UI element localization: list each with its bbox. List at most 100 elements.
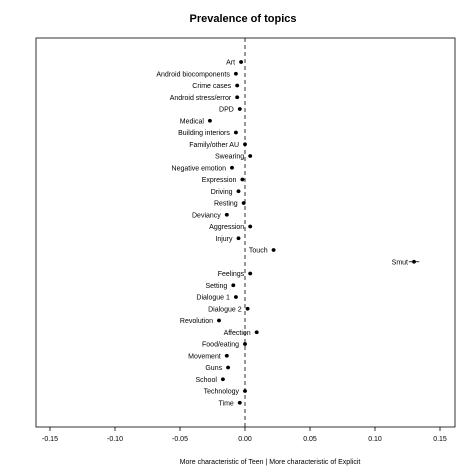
data-point bbox=[231, 283, 236, 288]
x-tick-label: 0.00 bbox=[238, 436, 252, 443]
x-tick-label: 0.15 bbox=[433, 436, 447, 443]
point-label: Expression bbox=[202, 177, 237, 184]
point-label: Dialogue 2 bbox=[208, 306, 242, 313]
data-point-group: Aggression bbox=[209, 224, 253, 231]
point-label: Technology bbox=[204, 389, 240, 396]
data-point-group: Guns bbox=[205, 365, 231, 372]
x-tick-label: 0.05 bbox=[303, 436, 317, 443]
data-point-group: Expression bbox=[202, 177, 245, 184]
data-point bbox=[241, 201, 246, 205]
data-point bbox=[236, 189, 241, 194]
data-point bbox=[245, 306, 250, 311]
data-point bbox=[243, 142, 247, 147]
point-label: Negative emotion bbox=[172, 165, 227, 172]
x-tick-label: -0.15 bbox=[42, 436, 58, 443]
data-point bbox=[237, 400, 242, 405]
data-point-group: Smut bbox=[392, 259, 420, 266]
chart-title: Prevalence of topics bbox=[190, 13, 297, 25]
point-label: Injury bbox=[215, 236, 233, 243]
point-label: School bbox=[195, 377, 217, 384]
data-point-group: Time bbox=[219, 400, 242, 407]
data-point-group: Technology bbox=[204, 389, 247, 396]
data-point-group: Feelings bbox=[218, 271, 253, 278]
data-point-group: Family/other AU bbox=[189, 142, 247, 149]
data-point bbox=[235, 95, 240, 100]
data-point bbox=[239, 60, 244, 64]
point-label: Driving bbox=[211, 189, 233, 196]
point-label: Movement bbox=[188, 353, 221, 360]
data-point-group: Revolution bbox=[180, 318, 221, 325]
point-label: Smut bbox=[392, 259, 408, 266]
data-point-group: Movement bbox=[188, 353, 229, 360]
point-label: Building interiors bbox=[178, 130, 230, 137]
x-tick-label: -0.10 bbox=[107, 436, 123, 443]
data-point bbox=[248, 224, 253, 229]
data-point bbox=[221, 377, 225, 382]
point-label: Resting bbox=[214, 201, 238, 208]
data-point bbox=[248, 271, 253, 276]
point-label: DPD bbox=[219, 107, 234, 114]
data-point bbox=[234, 71, 238, 76]
data-point-group: Art bbox=[226, 60, 244, 67]
data-point-group: Dialogue 2 bbox=[208, 306, 250, 313]
data-point bbox=[236, 236, 241, 241]
data-point-group: Injury bbox=[215, 236, 241, 243]
data-point-group: Affection bbox=[224, 330, 259, 337]
data-point-group: Food/eating bbox=[202, 342, 247, 349]
data-point bbox=[271, 248, 276, 252]
data-point-group: Resting bbox=[214, 201, 246, 208]
data-point-group: Deviancy bbox=[192, 212, 229, 219]
data-point-group: Driving bbox=[211, 189, 241, 196]
plot-frame bbox=[35, 37, 456, 428]
x-axis-label: More characteristic of Teen | More chara… bbox=[180, 459, 361, 466]
data-point-group: Building interiors bbox=[178, 130, 238, 137]
x-tick-label: -0.05 bbox=[172, 436, 188, 443]
data-point-group: Crime cases bbox=[192, 83, 240, 90]
data-point-group: Android stress/error bbox=[170, 95, 240, 102]
point-label: Android biocomponents bbox=[156, 71, 230, 78]
point-label: Swearing bbox=[215, 154, 244, 161]
point-label: Family/other AU bbox=[189, 142, 239, 149]
data-point-group: DPD bbox=[219, 107, 242, 114]
data-point-group: Android biocomponents bbox=[156, 71, 238, 78]
data-point bbox=[234, 130, 238, 135]
data-point-group: Dialogue 1 bbox=[196, 295, 238, 302]
data-point bbox=[254, 330, 259, 335]
point-label: Time bbox=[219, 400, 234, 407]
data-point bbox=[243, 342, 247, 346]
data-point bbox=[224, 212, 229, 217]
data-point bbox=[243, 389, 247, 393]
data-points: Art Android biocomponents Crime cases Andro… bbox=[156, 60, 420, 407]
point-label: Medical bbox=[180, 118, 205, 125]
data-point-group: Swearing bbox=[215, 154, 253, 161]
point-label: Guns bbox=[205, 365, 222, 372]
point-label: Revolution bbox=[180, 318, 213, 325]
point-label: Food/eating bbox=[202, 342, 239, 349]
point-label: Deviancy bbox=[192, 212, 221, 219]
data-point-group: Touch bbox=[249, 248, 276, 255]
point-label: Touch bbox=[249, 248, 268, 255]
point-label: Art bbox=[226, 60, 235, 67]
data-point-group: Negative emotion bbox=[172, 165, 234, 172]
x-axis: -0.15 -0.10 -0.05 0.00 0.05 0.10 0.15 bbox=[42, 427, 447, 443]
data-point bbox=[230, 165, 234, 170]
data-point bbox=[412, 259, 416, 264]
point-label: Aggression bbox=[209, 224, 244, 231]
point-label: Crime cases bbox=[192, 83, 231, 90]
data-point-group: School bbox=[195, 377, 225, 384]
point-label: Feelings bbox=[218, 271, 245, 278]
data-point bbox=[226, 365, 231, 370]
data-point-group: Medical bbox=[180, 118, 212, 125]
data-point-group: Setting bbox=[206, 283, 236, 290]
data-point bbox=[208, 118, 212, 123]
data-point bbox=[224, 353, 229, 358]
data-point bbox=[217, 318, 221, 323]
data-point bbox=[234, 295, 238, 299]
point-label: Affection bbox=[224, 330, 251, 337]
x-tick-label: 0.10 bbox=[368, 436, 382, 443]
data-point bbox=[237, 107, 242, 111]
data-point bbox=[248, 154, 253, 158]
data-point bbox=[240, 177, 245, 182]
point-label: Setting bbox=[206, 283, 228, 290]
